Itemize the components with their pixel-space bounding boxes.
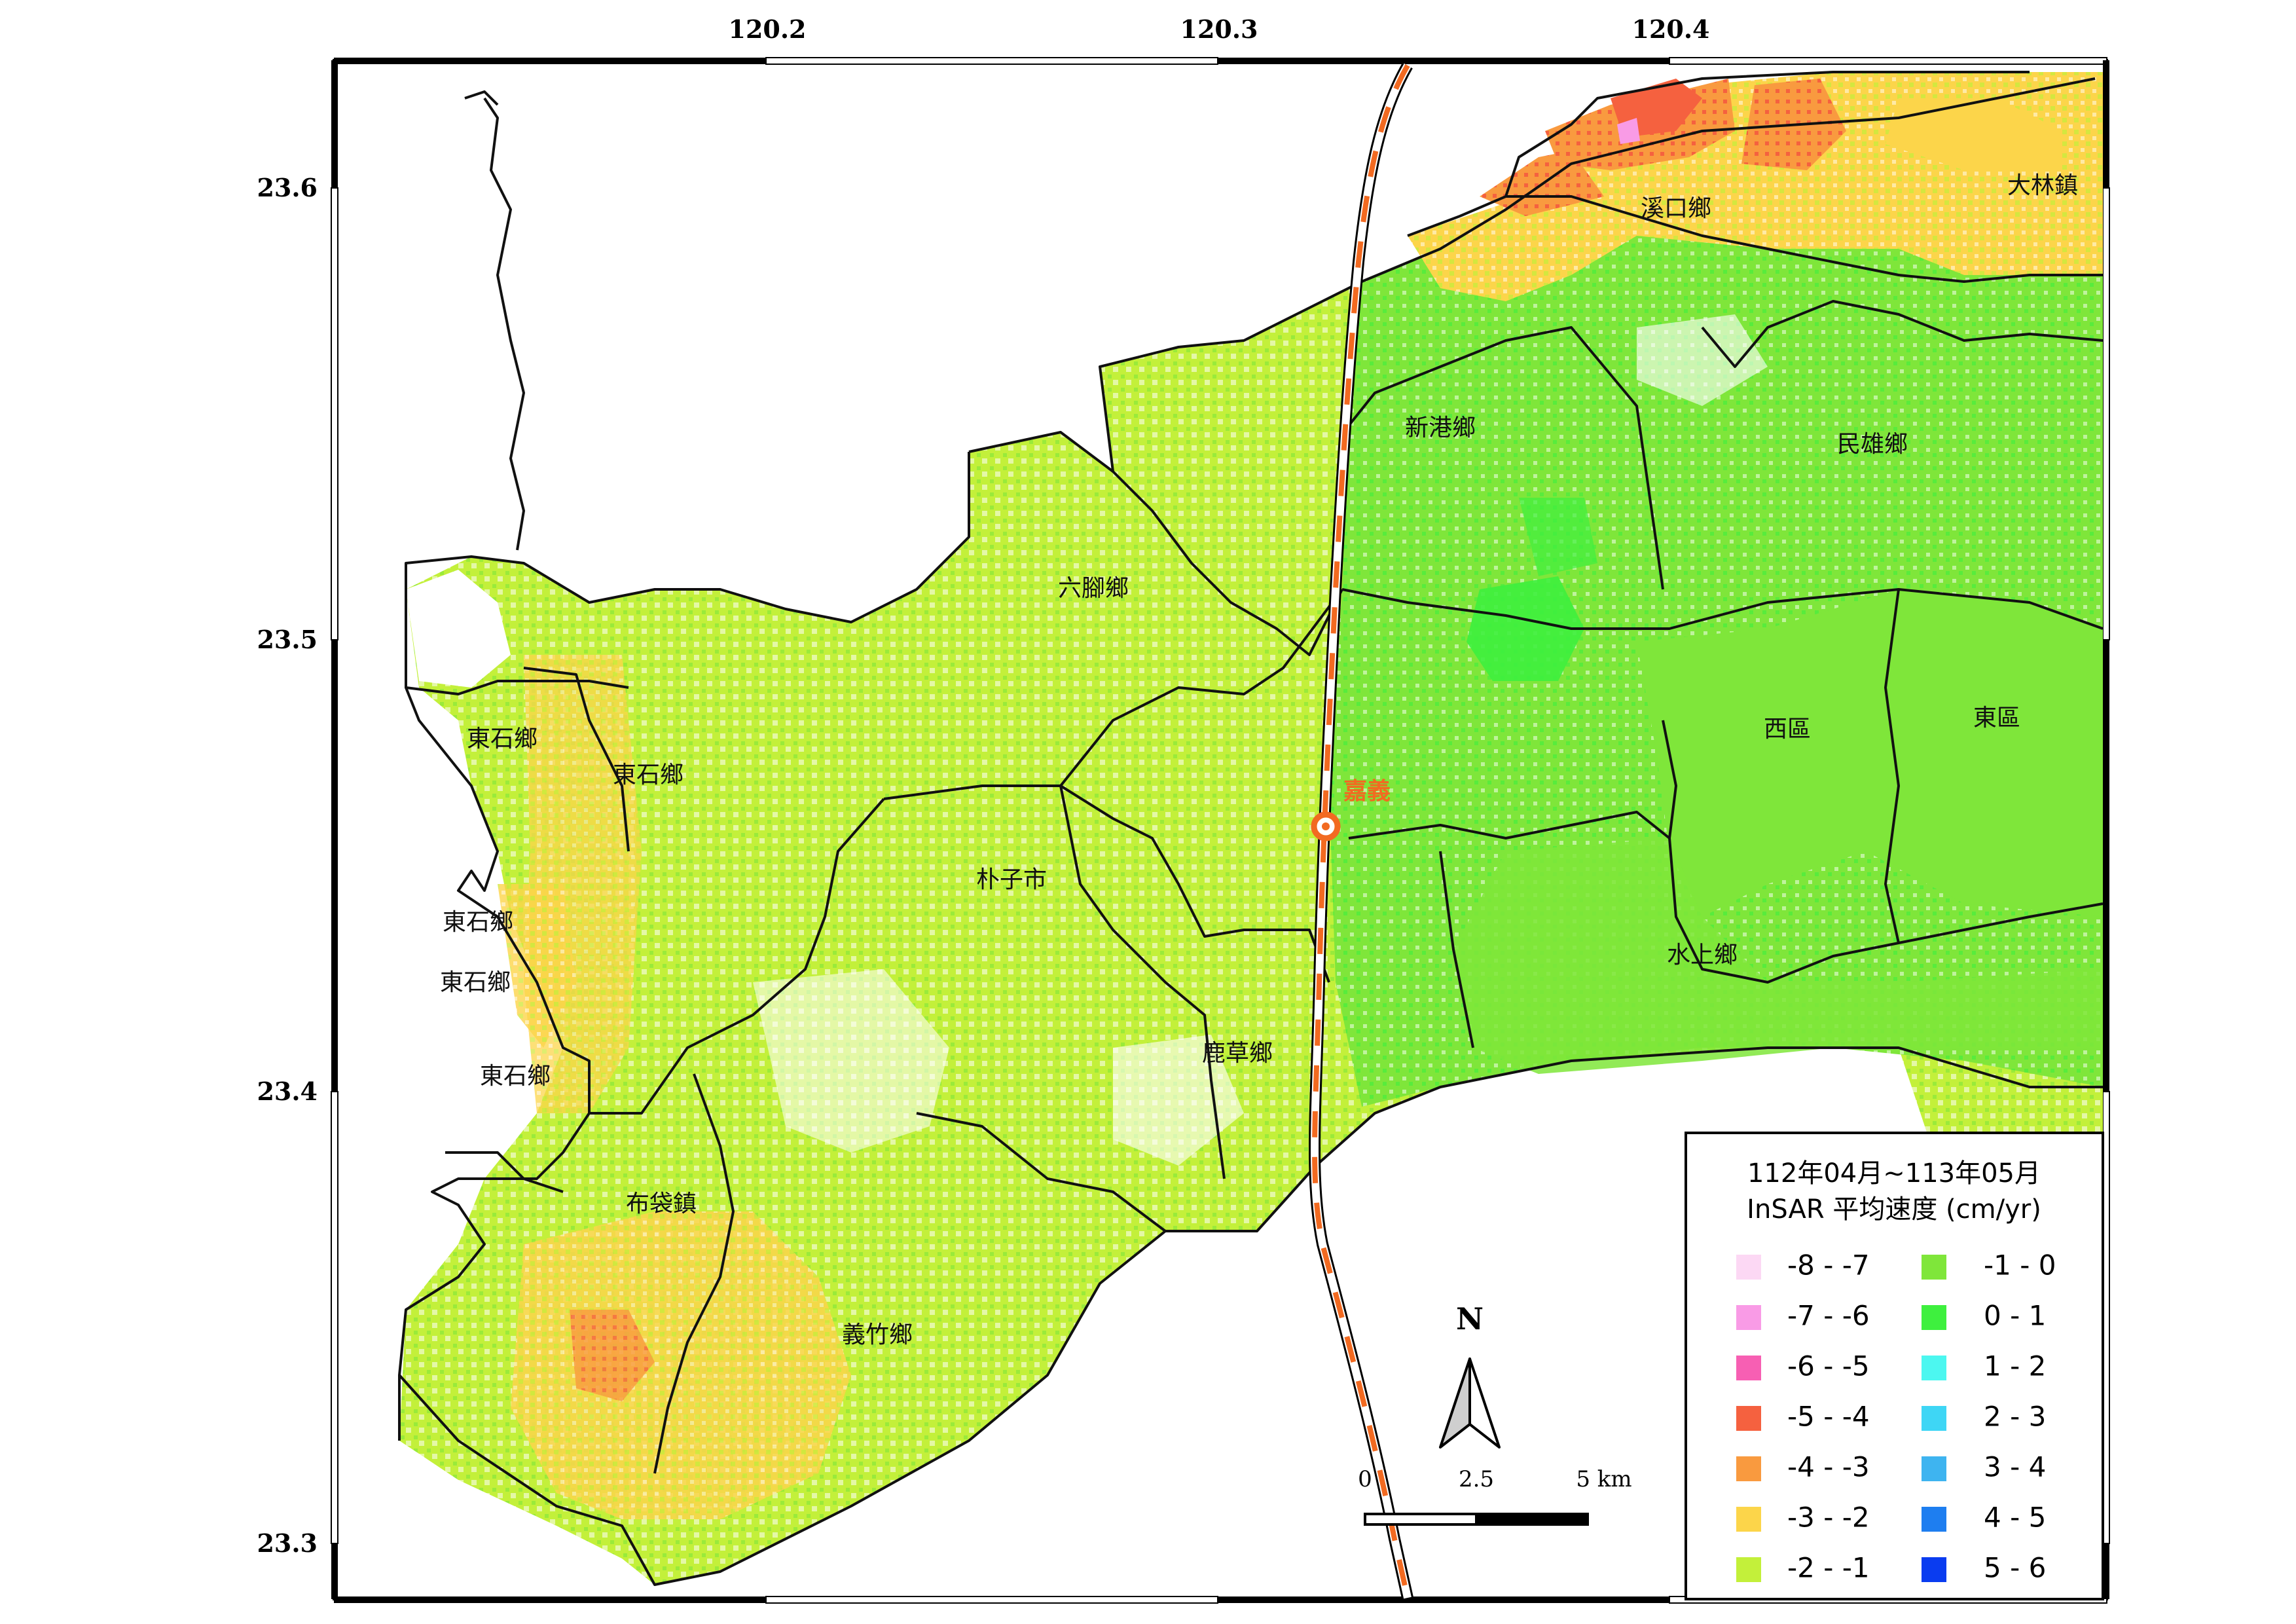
legend-label-left-5: -3 - -2 xyxy=(1787,1502,1870,1534)
place-label-dalin: 大林鎮 xyxy=(2007,172,2078,199)
place-label-xikou: 溪口鄉 xyxy=(1641,195,1711,222)
legend-label-left-1: -7 - -6 xyxy=(1787,1300,1870,1332)
railway xyxy=(1309,62,1413,1599)
lat-tick-23-5: 23.5 xyxy=(257,625,318,654)
legend-swatch-right-4 xyxy=(1922,1456,1946,1481)
legend-swatch-left-5 xyxy=(1736,1507,1761,1532)
legend-swatch-right-6 xyxy=(1922,1557,1946,1582)
scale-label-0: 0 xyxy=(1358,1466,1372,1492)
legend-swatch-right-3 xyxy=(1922,1406,1946,1431)
legend-label-left-6: -2 - -1 xyxy=(1787,1552,1870,1584)
place-label-xiqu: 西區 xyxy=(1764,716,1811,743)
legend-label-right-3: 2 - 3 xyxy=(1984,1401,2046,1433)
lat-tick-23-4: 23.4 xyxy=(257,1077,318,1106)
city-marker[interactable]: 嘉義 xyxy=(1311,778,1391,841)
legend-swatch-right-5 xyxy=(1922,1507,1946,1532)
lon-tick-120-2: 120.2 xyxy=(729,14,807,44)
scale-label-2-5: 2.5 xyxy=(1459,1466,1494,1492)
legend-label-left-2: -6 - -5 xyxy=(1787,1350,1870,1382)
place-label-puzi: 朴子市 xyxy=(976,866,1047,893)
north-arrow: N xyxy=(1439,1301,1501,1449)
legend-swatch-left-4 xyxy=(1736,1456,1761,1481)
legend-swatch-right-1 xyxy=(1922,1305,1946,1330)
legend-label-right-4: 3 - 4 xyxy=(1984,1451,2046,1483)
place-labels: 溪口鄉 大林鎮 新港鄉 民雄鄉 六腳鄉 東石鄉 東石鄉 東石鄉 東石鄉 東石鄉 … xyxy=(440,172,2078,1348)
legend-swatch-left-0 xyxy=(1736,1255,1761,1280)
place-label-budai: 布袋鎮 xyxy=(626,1190,697,1217)
place-label-xingang: 新港鄉 xyxy=(1405,415,1476,441)
legend: 112年04月~113年05月 InSAR 平均速度 (cm/yr) -8 - … xyxy=(1685,1132,2104,1600)
lat-tick-23-6: 23.6 xyxy=(257,173,318,202)
frame-ticks xyxy=(331,57,2110,1604)
place-label-shuishang: 水上鄉 xyxy=(1667,942,1738,969)
scale-bar: 0 2.5 5 km xyxy=(1358,1466,1632,1526)
legend-label-right-1: 0 - 1 xyxy=(1984,1300,2046,1332)
lon-tick-120-3: 120.3 xyxy=(1180,14,1258,44)
legend-label-left-0: -8 - -7 xyxy=(1787,1249,1870,1282)
boundaries xyxy=(398,71,2104,1586)
north-label: N xyxy=(1456,1301,1484,1337)
axis-labels: 120.2 120.3 120.4 23.6 23.5 23.4 23.3 xyxy=(257,14,1709,1558)
north-arrow-icon xyxy=(1439,1357,1501,1449)
place-label-yizhu: 義竹鄉 xyxy=(842,1321,913,1348)
legend-swatch-right-2 xyxy=(1922,1356,1946,1380)
legend-label-left-3: -5 - -4 xyxy=(1787,1401,1870,1433)
city-label-chiayi: 嘉義 xyxy=(1343,778,1391,805)
place-label-liujiao: 六腳鄉 xyxy=(1058,575,1129,602)
legend-label-right-0: -1 - 0 xyxy=(1984,1249,2056,1282)
legend-swatch-left-2 xyxy=(1736,1356,1761,1380)
legend-swatch-left-6 xyxy=(1736,1557,1761,1582)
legend-swatch-left-1 xyxy=(1736,1305,1761,1330)
legend-label-left-4: -4 - -3 xyxy=(1787,1451,1870,1483)
lon-tick-120-4: 120.4 xyxy=(1632,14,1710,44)
place-label-dongqu: 東區 xyxy=(1973,705,2020,731)
place-label-lucao: 鹿草鄉 xyxy=(1202,1040,1273,1067)
place-label-dongshi-2: 東石鄉 xyxy=(613,762,683,788)
place-label-dongshi-1: 東石鄉 xyxy=(467,726,538,752)
place-label-minxiong: 民雄鄉 xyxy=(1837,431,1908,458)
place-label-dongshi-4: 東石鄉 xyxy=(440,969,511,996)
scale-label-5km: 5 km xyxy=(1576,1466,1631,1492)
legend-label-right-6: 5 - 6 xyxy=(1984,1552,2046,1584)
legend-swatch-right-0 xyxy=(1922,1255,1946,1280)
legend-label-right-2: 1 - 2 xyxy=(1984,1350,2046,1382)
legend-title-unit: InSAR 平均速度 (cm/yr) xyxy=(1747,1194,2041,1225)
legend-swatch-left-3 xyxy=(1736,1406,1761,1431)
legend-title-period: 112年04月~113年05月 xyxy=(1747,1158,2041,1189)
place-label-dongshi-3: 東石鄉 xyxy=(443,909,513,936)
legend-items: -8 - -7 -7 - -6 -6 - -5 -5 - -4 -4 - -3 -3 - … xyxy=(1736,1249,2056,1584)
legend-label-right-5: 4 - 5 xyxy=(1984,1502,2046,1534)
place-label-dongshi-5: 東石鄉 xyxy=(480,1063,551,1090)
lat-tick-23-3: 23.3 xyxy=(257,1528,318,1558)
deformation-fill xyxy=(399,72,2103,1585)
